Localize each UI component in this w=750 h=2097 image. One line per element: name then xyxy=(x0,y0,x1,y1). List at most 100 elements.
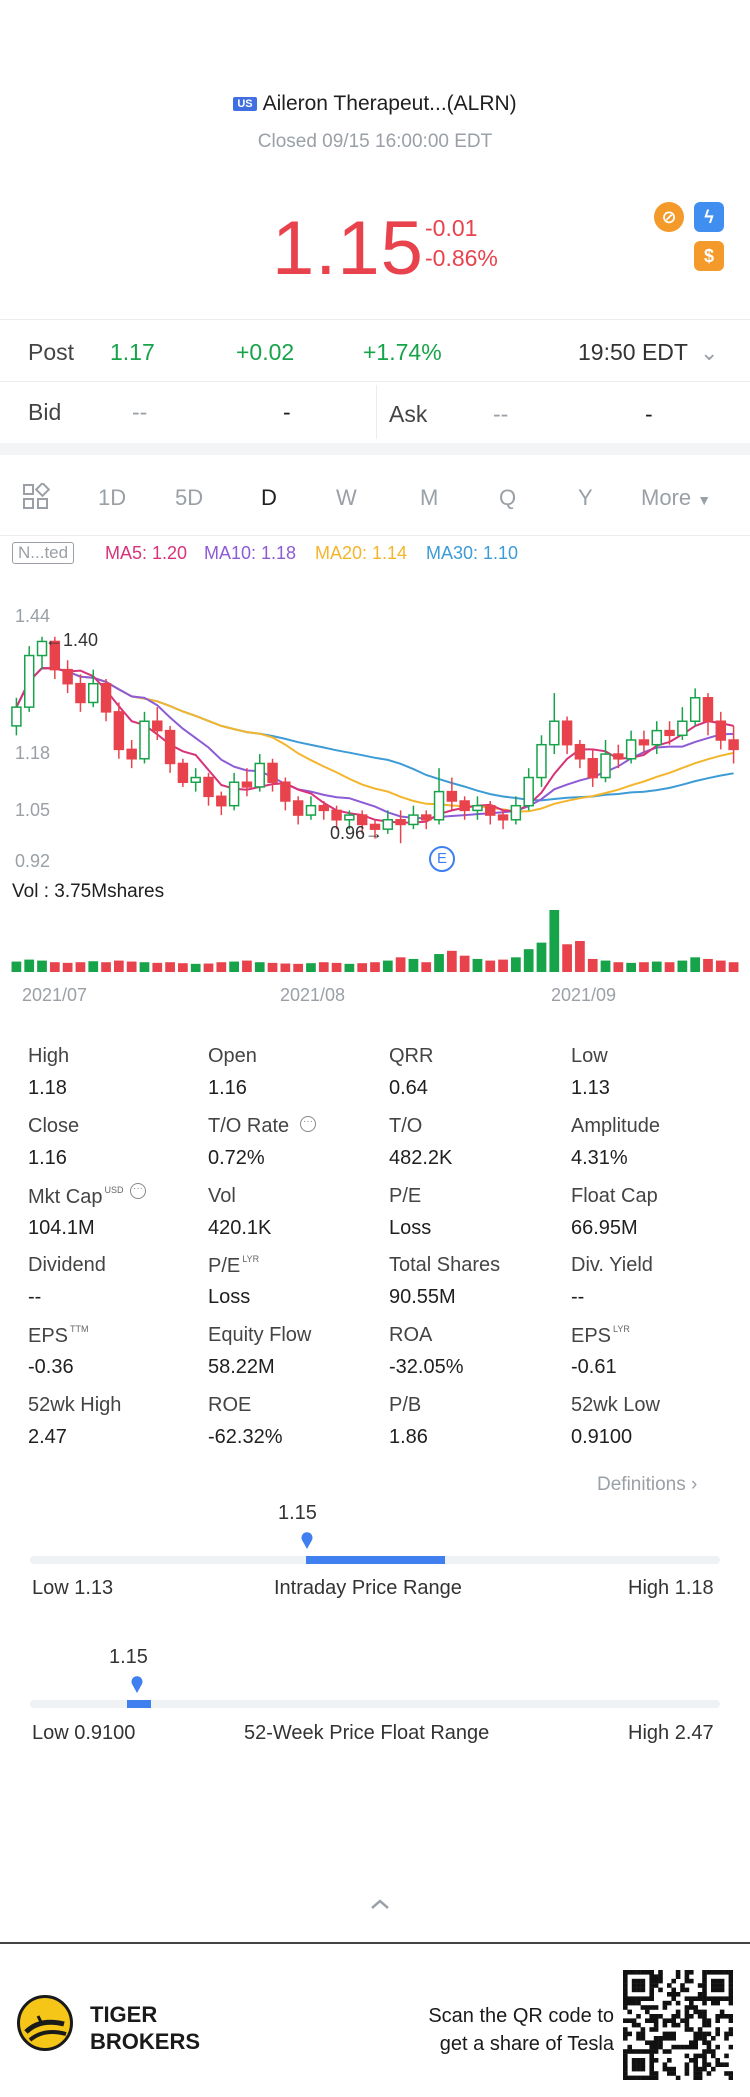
info-icon[interactable]: ··· xyxy=(300,1116,316,1132)
qr-code-icon[interactable] xyxy=(623,1970,733,2080)
qr-module xyxy=(631,2058,637,2063)
stat-value: -62.32% xyxy=(208,1426,283,1448)
earnings-event-icon[interactable]: E xyxy=(429,846,455,872)
candle xyxy=(536,735,547,787)
qr-module xyxy=(649,2040,654,2045)
qr-module xyxy=(719,1983,725,1988)
adjust-toggle[interactable]: N...ted xyxy=(12,542,75,564)
dollar-icon[interactable]: $ xyxy=(694,241,724,271)
qr-module xyxy=(662,2018,668,2023)
qr-module xyxy=(658,1987,663,1993)
last-price: 1.15 xyxy=(272,206,424,291)
qr-module xyxy=(706,1970,712,1975)
qr-module xyxy=(711,2053,716,2059)
qr-module xyxy=(719,1996,725,2001)
divider xyxy=(0,381,750,382)
qr-module xyxy=(671,1996,676,2001)
ask-size: - xyxy=(645,401,653,427)
qr-module xyxy=(728,2027,733,2032)
tab-m[interactable]: M xyxy=(420,485,439,510)
qr-module xyxy=(693,2062,698,2067)
qr-module xyxy=(649,2053,654,2059)
ma30-label: MA30: 1.10 xyxy=(426,543,519,563)
qr-module xyxy=(702,2066,707,2072)
candle-body xyxy=(702,697,714,722)
y-tick-label: 1.44 xyxy=(15,606,51,626)
no-shorting-icon[interactable]: ⊘ xyxy=(654,202,684,232)
candle-body xyxy=(689,697,701,722)
tab-5d[interactable]: 5D xyxy=(175,485,204,510)
info-icon[interactable]: ··· xyxy=(130,1183,146,1199)
candle xyxy=(497,810,509,830)
post-change-pct: +1.74% xyxy=(363,339,442,365)
chevron-down-icon[interactable]: ⌄ xyxy=(700,340,719,365)
tab-1d[interactable]: 1D xyxy=(98,485,127,510)
qr-module xyxy=(636,2062,641,2067)
candle-body xyxy=(139,720,150,760)
post-time[interactable]: 19:50 EDT xyxy=(578,339,688,365)
volume-bar xyxy=(62,962,73,972)
tab-w[interactable]: W xyxy=(336,485,357,510)
lightning-icon[interactable]: ϟ xyxy=(694,202,724,232)
qr-module xyxy=(693,2053,698,2059)
tab-more[interactable]: More ▼ xyxy=(641,485,711,511)
qr-module xyxy=(667,2036,672,2041)
qr-module xyxy=(697,1983,703,1988)
candle xyxy=(216,791,227,816)
qr-module xyxy=(649,2014,654,2019)
qr-module xyxy=(623,1987,628,1993)
qr-module xyxy=(680,1987,685,1993)
candle-body xyxy=(638,739,650,746)
week52-low: Low 0.9100 xyxy=(32,1722,136,1744)
chevron-up-icon[interactable] xyxy=(368,1896,392,1912)
candle xyxy=(75,674,86,712)
location-pin-icon xyxy=(131,1676,143,1693)
qr-module xyxy=(702,2000,707,2006)
volume-bar xyxy=(306,963,316,972)
qr-module xyxy=(671,2071,676,2076)
qr-module xyxy=(653,1974,659,1979)
qr-module xyxy=(658,1978,663,1984)
candle-body xyxy=(472,804,483,812)
tab-q[interactable]: Q xyxy=(499,485,517,510)
qr-module xyxy=(640,1996,646,2001)
qr-module xyxy=(649,2058,654,2063)
stat-value: 4.31% xyxy=(571,1147,628,1169)
stat-value: Loss xyxy=(208,1286,251,1308)
candle xyxy=(433,768,445,825)
volume-bar xyxy=(203,963,214,972)
stat-value: 482.2K xyxy=(389,1147,453,1169)
tab-d[interactable]: D xyxy=(261,485,277,510)
candle-body xyxy=(305,804,317,816)
qr-module xyxy=(671,2044,676,2050)
intraday-title: Intraday Price Range xyxy=(274,1577,462,1599)
qr-module xyxy=(653,2049,659,2054)
candle-body xyxy=(536,743,547,779)
candle-body xyxy=(318,804,330,812)
candle xyxy=(613,744,624,769)
stat-label: QRR xyxy=(389,1045,433,1068)
volume-bar xyxy=(357,963,368,972)
chart-grid-icon[interactable] xyxy=(22,481,51,511)
qr-module xyxy=(631,1983,637,1988)
definitions-link[interactable]: Definitions › xyxy=(597,1474,697,1496)
stat-label: Div. Yield xyxy=(571,1254,653,1277)
qr-module xyxy=(724,2036,729,2041)
bid-label: Bid xyxy=(28,399,62,425)
qr-module xyxy=(702,2058,707,2063)
tab-y[interactable]: Y xyxy=(578,485,593,510)
candlestick-chart[interactable] xyxy=(0,600,750,1000)
qr-module xyxy=(728,2044,733,2050)
qr-module xyxy=(653,2036,659,2041)
candle xyxy=(382,810,394,834)
qr-module xyxy=(662,2066,668,2072)
week52-range-fill xyxy=(127,1700,151,1708)
candle-body xyxy=(446,790,458,802)
qr-module xyxy=(645,2040,650,2045)
candle-body xyxy=(356,814,368,826)
qr-module xyxy=(675,2044,681,2050)
qr-module xyxy=(697,2014,703,2019)
candle-body xyxy=(561,720,573,746)
qr-module xyxy=(662,2005,668,2010)
volume-bar xyxy=(523,949,534,972)
